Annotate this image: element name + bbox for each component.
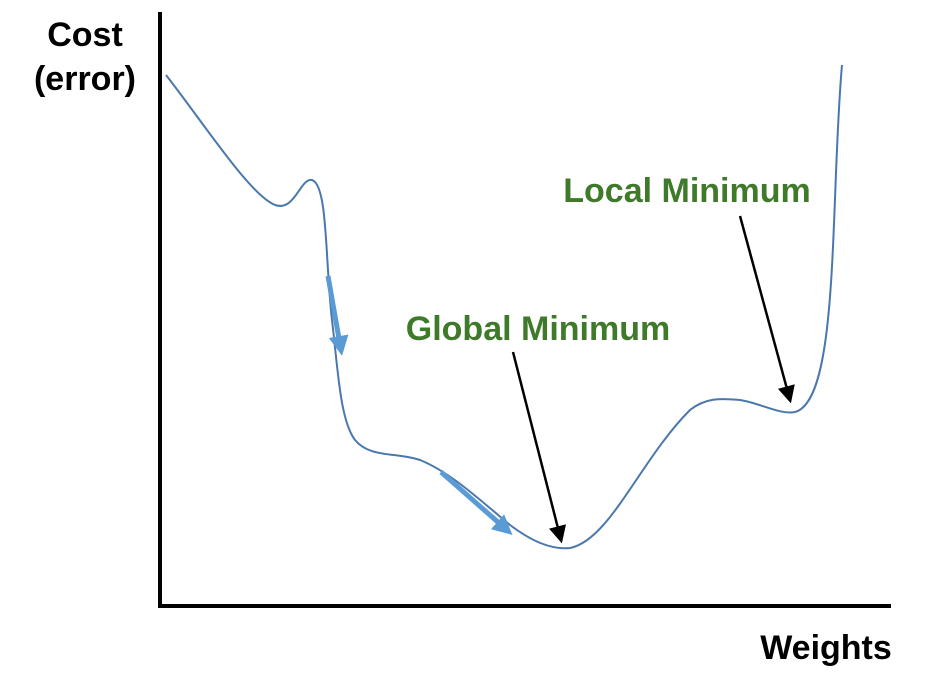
y-axis-label-line2: (error) <box>34 60 136 98</box>
descent-arrow-steep <box>325 275 349 356</box>
descent-arrow-gentle <box>439 470 513 535</box>
x-axis-label: Weights <box>760 629 892 667</box>
local-minimum-label: Local Minimum <box>563 172 810 210</box>
global-minimum-label: Global Minimum <box>406 310 670 348</box>
y-axis-label-line1: Cost <box>47 16 123 54</box>
local-minimum-pointer-arrow <box>738 215 795 404</box>
cost-curve <box>165 64 843 550</box>
global-minimum-pointer-arrow <box>511 351 567 544</box>
